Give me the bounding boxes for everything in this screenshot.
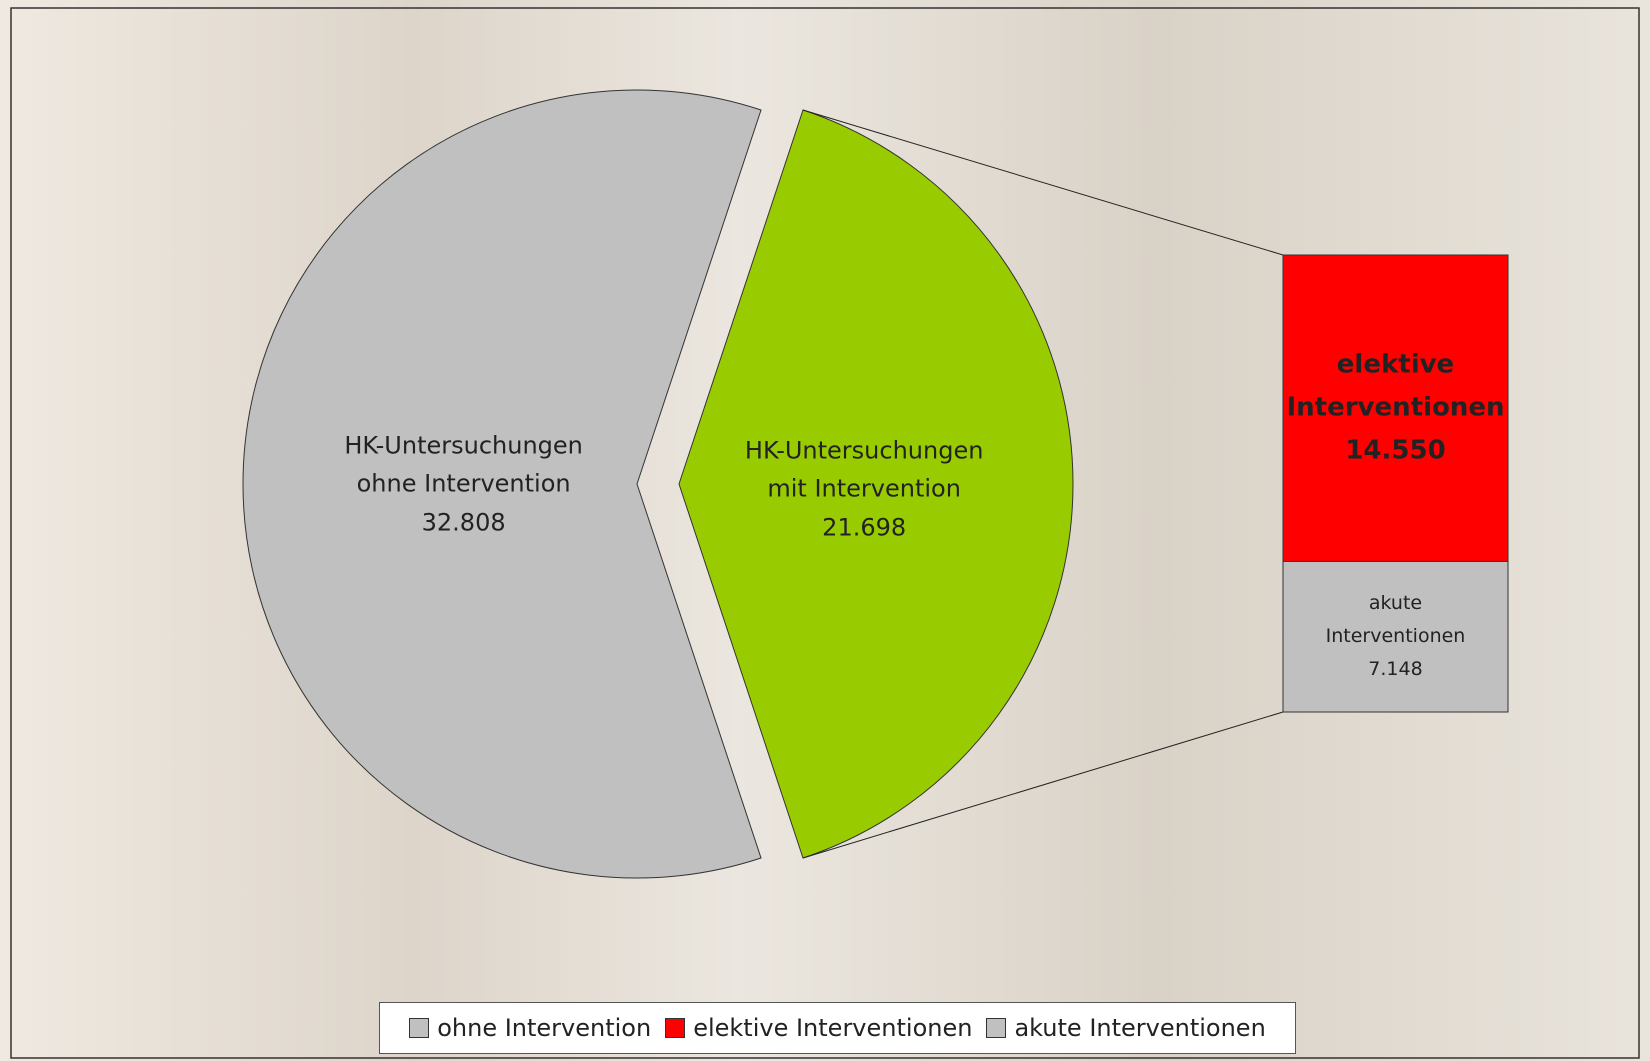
label-text: HK-Untersuchungen ohne Intervention [344, 431, 583, 498]
data-label: HK-Untersuchungen mit Intervention 21.698 [729, 431, 999, 546]
pie-slice [678, 109, 1074, 859]
legend-item: akute Interventionen [986, 1014, 1266, 1042]
bar-segment [1282, 254, 1509, 562]
label-text: 14.550 [1345, 435, 1446, 466]
legend-item: ohne Intervention [409, 1014, 651, 1042]
frame [10, 7, 1640, 1059]
legend-swatch [409, 1018, 430, 1038]
legend-item: elektive Interventionen [665, 1014, 972, 1042]
pie-slice [242, 89, 762, 879]
connector [802, 711, 1284, 859]
legend-label: akute Interventionen [1014, 1014, 1266, 1042]
label-text: akute Interventionen [1325, 591, 1466, 648]
legend-label: elektive Interventionen [693, 1014, 973, 1042]
label-text: 21.698 [822, 513, 907, 542]
data-label: elektive Interventionen 14.550 [1283, 344, 1508, 473]
label-text: HK-Untersuchungen mit Intervention [744, 436, 984, 503]
label-text: elektive Interventionen [1286, 349, 1505, 423]
data-label: HK-Untersuchungen ohne Intervention 32.80… [314, 426, 614, 541]
label-text: 32.808 [421, 508, 506, 537]
bar-segment [1282, 560, 1509, 713]
legend: ohne Intervention elektive Interventionen… [379, 1002, 1296, 1054]
legend-swatch [665, 1018, 686, 1038]
connector [802, 109, 1284, 256]
legend-label: ohne Intervention [437, 1014, 652, 1042]
label-text: 7.148 [1368, 658, 1423, 681]
legend-swatch [986, 1018, 1007, 1038]
data-label: akute Interventionen 7.148 [1321, 587, 1471, 687]
